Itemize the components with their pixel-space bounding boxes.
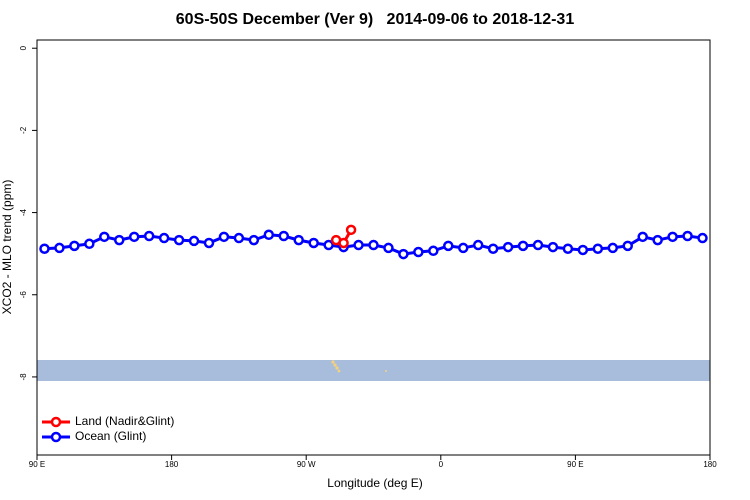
x-tick-label: 180 [165,460,179,469]
point [697,232,708,244]
x-tick-label: 0 [439,460,444,469]
x-tick-label: 90 E [567,460,583,469]
point [39,243,50,254]
y-tick-label: -2 [19,126,28,134]
point [248,234,260,246]
point [203,237,215,249]
legend-marker [50,431,62,443]
point [592,243,604,254]
point [682,230,693,242]
x-axis-label: Longitude (deg E) [327,476,422,490]
point [428,245,439,257]
legend-marker [50,416,62,428]
point [457,242,469,254]
y-tick-label: -4 [19,208,28,216]
point [353,239,364,251]
point [532,239,544,251]
point [383,242,394,254]
point [502,241,514,253]
plot-frame [36,39,711,456]
point [173,234,185,246]
y-tick-label: -8 [19,373,28,381]
point [398,248,409,260]
map-strip [37,360,710,381]
point [368,239,379,251]
y-tick-label: 0 [19,45,28,50]
point [443,240,454,252]
y-axis-label: XCO2 - MLO trend (ppm) [0,180,14,315]
point [188,235,200,247]
point [263,229,275,241]
point [487,243,499,254]
point [99,231,110,243]
point [233,232,245,244]
x-tick-label: 90 W [297,460,316,469]
point [637,231,648,243]
point [84,238,95,250]
point [54,242,65,254]
point [69,240,80,252]
point [114,234,125,246]
point [218,231,230,243]
point [667,231,678,243]
point [472,239,484,251]
legend-label: Land (Nadir&Glint) [75,414,174,428]
point [517,240,529,252]
point [562,243,574,254]
point [128,231,140,243]
land-patch [331,360,387,373]
point [278,230,290,242]
point [652,234,663,246]
x-tick-label: 180 [703,460,717,469]
point [323,239,334,251]
point [308,237,319,249]
y-tick-label: -6 [19,291,28,299]
point [293,234,304,246]
point [345,224,357,236]
point [158,232,170,244]
chart-title: 60S-50S December (Ver 9) 2014-09-06 to 2… [176,11,575,28]
point [413,246,424,258]
point [622,240,633,252]
point [607,242,619,254]
point [338,237,349,249]
point [547,241,559,253]
legend-label: Ocean (Glint) [75,429,146,443]
point [143,230,155,242]
point [577,244,589,256]
x-tick-label: 90 E [29,460,45,469]
